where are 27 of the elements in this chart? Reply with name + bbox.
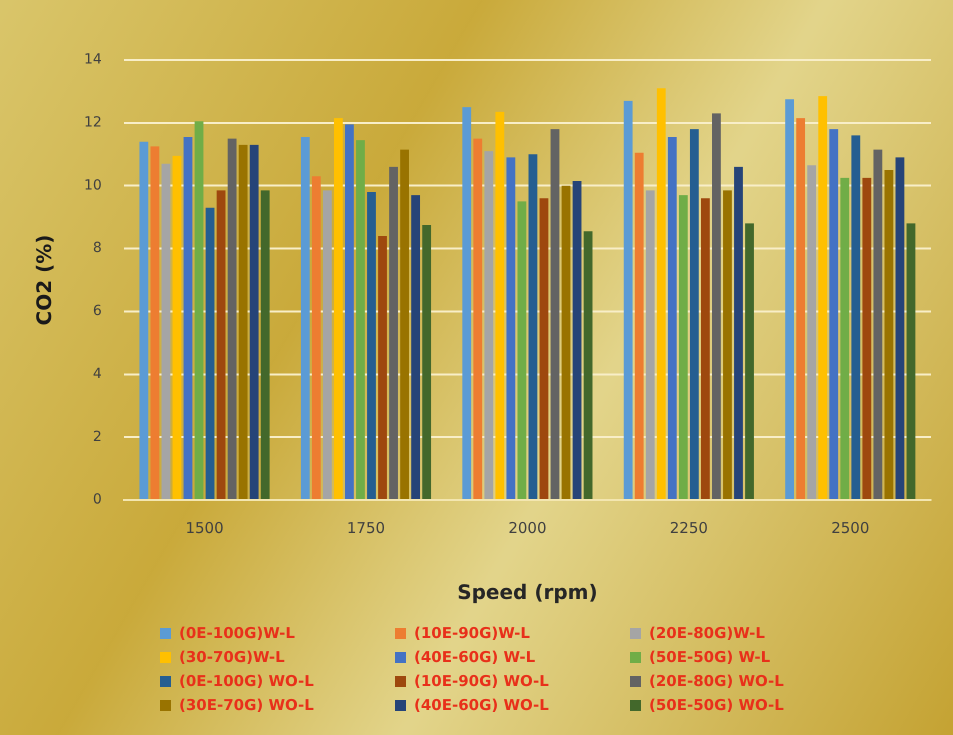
legend-label: (30E-70G) WO-L xyxy=(179,696,314,714)
legend-label: (30-70G)W-L xyxy=(179,648,285,666)
y-tick-label: 2 xyxy=(92,428,102,445)
legend-label: (10E-90G)W-L xyxy=(414,624,530,642)
x-tick-label: 1750 xyxy=(346,518,386,537)
legend-label: (0E-100G)W-L xyxy=(179,624,295,642)
legend-label: (50E-50G) W-L xyxy=(649,648,770,666)
x-axis-title: Speed (rpm) xyxy=(457,580,598,604)
y-tick-label: 14 xyxy=(84,52,102,68)
y-tick-label: 10 xyxy=(84,177,102,194)
y-tick-label: 8 xyxy=(92,240,102,256)
legend-label: (0E-100G) WO-L xyxy=(179,672,314,690)
x-tick-label: 1500 xyxy=(185,518,224,537)
y-tick-label: 0 xyxy=(92,492,102,508)
legend-label: (40E-60G) WO-L xyxy=(414,696,549,714)
legend-label: (40E-60G) W-L xyxy=(414,648,536,666)
x-tick-label: 2000 xyxy=(508,518,546,537)
legend-label: (20E-80G) WO-L xyxy=(649,672,784,690)
x-tick-label: 2250 xyxy=(670,518,708,537)
y-axis-title: CO2 (%) xyxy=(32,234,56,326)
legend-label: (20E-80G)W-L xyxy=(649,624,765,642)
y-tick-label: 6 xyxy=(92,303,102,320)
legend-label: (50E-50G) WO-L xyxy=(649,696,784,714)
x-tick-label: 2500 xyxy=(831,518,870,537)
y-tick-label: 4 xyxy=(92,366,102,382)
y-tick-label: 12 xyxy=(84,114,102,130)
legend-label: (10E-90G) WO-L xyxy=(414,672,549,690)
